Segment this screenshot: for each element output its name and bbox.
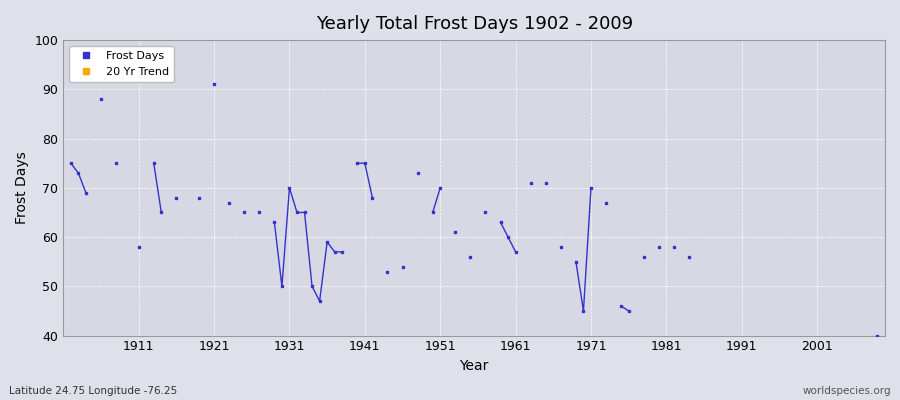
Y-axis label: Frost Days: Frost Days: [15, 152, 29, 224]
Title: Yearly Total Frost Days 1902 - 2009: Yearly Total Frost Days 1902 - 2009: [316, 15, 633, 33]
Text: Latitude 24.75 Longitude -76.25: Latitude 24.75 Longitude -76.25: [9, 386, 177, 396]
X-axis label: Year: Year: [460, 359, 489, 373]
Text: worldspecies.org: worldspecies.org: [803, 386, 891, 396]
Legend: Frost Days, 20 Yr Trend: Frost Days, 20 Yr Trend: [68, 46, 175, 82]
